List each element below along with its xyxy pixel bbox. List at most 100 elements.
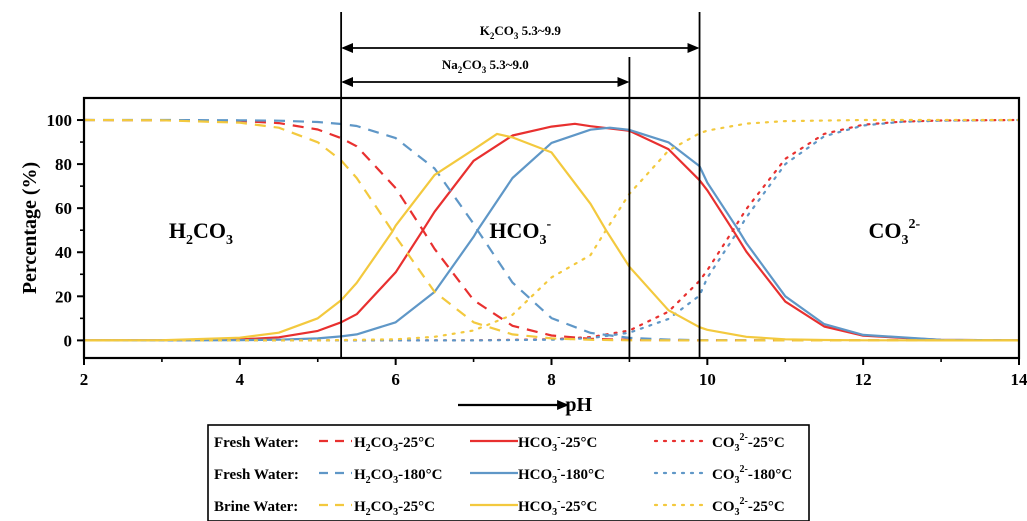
- legend-entry-label: H2CO3-180°C: [354, 467, 443, 486]
- region-label-subscript: 2: [186, 233, 193, 248]
- x-tick-label: 4: [236, 370, 245, 389]
- range-label-range: 5.3~9.0: [486, 57, 529, 72]
- series-h2co3-2: [84, 118, 1019, 342]
- x-axis-title: pH: [565, 394, 592, 416]
- series-hco3-2: [84, 132, 1019, 342]
- legend-group-label: Brine Water:: [214, 499, 298, 515]
- legend-label-superscript: -: [557, 464, 560, 475]
- legend-label-temp: -25°C: [748, 499, 785, 515]
- legend-label-base: H: [354, 435, 366, 451]
- x-tick-label: 10: [699, 370, 716, 389]
- series-co32-1: [84, 118, 1019, 342]
- legend-label-superscript: 2-: [740, 464, 748, 475]
- legend-row: Fresh Water: H2CO3-180°C HCO3--180°C CO32--…: [214, 464, 792, 486]
- legend-label-superscript: 2-: [740, 496, 748, 507]
- series-hco3-0: [84, 122, 1019, 342]
- legend-label-subscript: 3: [735, 507, 740, 518]
- x-tick-label: 8: [547, 370, 556, 389]
- range-label-range: 5.3~9.9: [518, 23, 561, 38]
- series-h2co3-0: [84, 118, 1019, 342]
- region-label-subscript: 3: [540, 233, 547, 248]
- legend-row: Fresh Water: H2CO3-25°C HCO3--25°C CO32--25…: [214, 432, 785, 454]
- legend-entry-label: H2CO3-25°C: [354, 499, 435, 518]
- region-label-subscript: 3: [901, 233, 908, 248]
- legend-label-base: HCO: [518, 499, 552, 515]
- range-label-subscript: 3: [482, 65, 487, 75]
- x-tick-label: 6: [391, 370, 400, 389]
- y-tick-label: 0: [64, 331, 73, 350]
- legend-label-subscript: 3: [552, 507, 557, 518]
- range-label-base: Na: [442, 57, 458, 72]
- series-co32-2: [84, 118, 1019, 342]
- legend-label-superscript: -: [557, 496, 560, 507]
- legend-label-subscript: 3: [393, 507, 398, 518]
- plot-layer: [84, 118, 1019, 342]
- legend-entry-label: HCO3--180°C: [518, 464, 605, 486]
- legend-entry-label: H2CO3-25°C: [354, 435, 435, 454]
- legend-label-base: CO: [712, 499, 735, 515]
- legend-label-base: H: [354, 499, 366, 515]
- legend-label-tail: CO: [371, 467, 394, 483]
- legend-label-subscript: 3: [552, 475, 557, 486]
- legend-row: Brine Water: H2CO3-25°C HCO3--25°C CO32--25…: [214, 496, 785, 518]
- region-label-superscript: -: [547, 217, 552, 232]
- legend-label-subscript: 3: [735, 475, 740, 486]
- legend-label-temp: -25°C: [398, 499, 435, 515]
- legend-label-temp: -25°C: [398, 435, 435, 451]
- x-tick-label: 2: [80, 370, 89, 389]
- range-label-subscript: 2: [490, 31, 495, 41]
- legend-label-superscript: 2-: [740, 432, 748, 443]
- legend-entry-label: HCO3--25°C: [518, 432, 597, 454]
- curves: [84, 118, 1019, 342]
- legend-label-subscript: 2: [366, 443, 371, 454]
- region-label-base: CO: [868, 218, 901, 243]
- legend-label-base: CO: [712, 467, 735, 483]
- legend-label-temp: -25°C: [748, 435, 785, 451]
- y-tick-label: 40: [55, 243, 72, 262]
- y-tick-label: 60: [55, 199, 72, 218]
- legend-label-temp: -25°C: [561, 499, 598, 515]
- range-label-k2co3: K2CO3 5.3~9.9: [480, 23, 562, 41]
- region-label-h2co3: H2CO3: [169, 218, 233, 248]
- legend-entry-label: CO32--180°C: [712, 464, 792, 486]
- legend-label-tail: CO: [371, 435, 394, 451]
- x-tick-label: 12: [855, 370, 872, 389]
- legend-label-temp: -180°C: [561, 467, 605, 483]
- legend-label-subscript: 3: [735, 443, 740, 454]
- y-tick-label: 20: [55, 287, 72, 306]
- region-label-hco3-: HCO3-: [489, 217, 551, 248]
- series-hco3-1: [84, 126, 1019, 342]
- legend-group-label: Fresh Water:: [214, 435, 299, 451]
- x-tick-label: 14: [1011, 370, 1027, 389]
- legend-label-subscript: 2: [366, 507, 371, 518]
- range-label-mid: CO: [462, 57, 482, 72]
- range-label-subscript: 2: [458, 65, 463, 75]
- legend-label-subscript: 3: [552, 443, 557, 454]
- legend: Fresh Water: H2CO3-25°C HCO3--25°C CO32--25…: [207, 424, 810, 521]
- region-label-tail: CO: [193, 218, 226, 243]
- region-label-base: H: [169, 218, 186, 243]
- legend-label-subscript: 3: [393, 475, 398, 486]
- legend-label-temp: -180°C: [748, 467, 792, 483]
- legend-label-temp: -180°C: [398, 467, 442, 483]
- range-label-subscript: 3: [514, 31, 519, 41]
- legend-label-tail: CO: [371, 499, 394, 515]
- legend-label-base: HCO: [518, 467, 552, 483]
- y-tick-label: 100: [47, 111, 73, 130]
- region-label-superscript: 2-: [908, 217, 920, 232]
- region-label-co32-: CO32-: [868, 217, 920, 248]
- legend-label-base: HCO: [518, 435, 552, 451]
- legend-label-superscript: -: [557, 432, 560, 443]
- legend-label-base: H: [354, 467, 366, 483]
- legend-label-base: CO: [712, 435, 735, 451]
- series-co32-0: [84, 118, 1019, 342]
- range-label-base: K: [480, 23, 491, 38]
- region-label-subscript: 3: [226, 233, 233, 248]
- y-tick-label: 80: [55, 155, 72, 174]
- legend-entry-label: HCO3--25°C: [518, 496, 597, 518]
- y-axis-title: Percentage (%): [19, 162, 41, 294]
- legend-label-subscript: 3: [393, 443, 398, 454]
- range-label-mid: CO: [494, 23, 514, 38]
